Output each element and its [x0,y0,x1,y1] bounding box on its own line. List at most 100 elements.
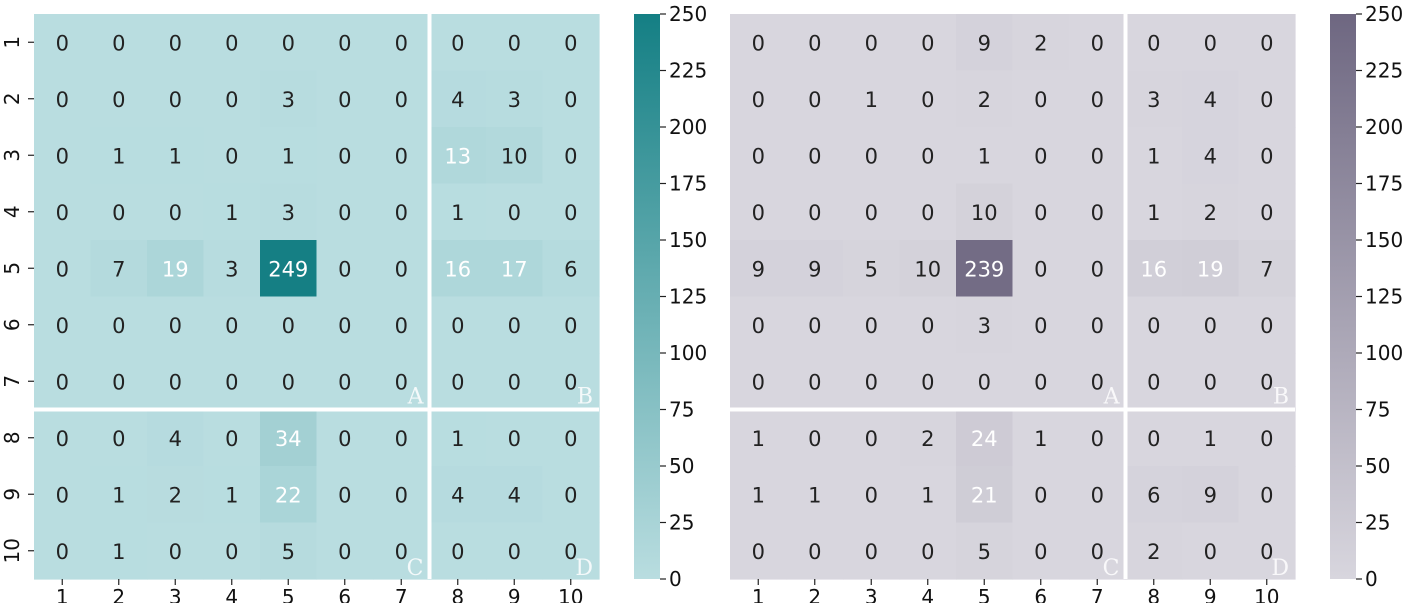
cell-value-label: 1 [752,483,765,507]
cell-value-label: 0 [56,257,69,281]
cell-value-label: 0 [1091,370,1104,394]
cell-value-label: 1 [1034,427,1047,451]
cell-value-label: 0 [451,540,464,564]
heatmap-cell [90,296,148,354]
heatmap-cell [899,296,957,354]
heatmap-cell [843,14,901,72]
cell-value-label: 0 [1147,427,1160,451]
y-tick-label: 5 [0,262,24,275]
cell-value-label: 0 [112,201,125,225]
quadrant-label-b: B [1273,385,1289,410]
heatmap-cell [1069,409,1127,467]
cell-value-label: 5 [978,540,991,564]
colorbar-tick-label: 75 [669,398,694,422]
colorbar-tick-label: 250 [1365,2,1403,26]
colorbar-tick-label: 125 [669,285,707,309]
cell-value-label: 0 [1260,427,1273,451]
cell-value-label: 0 [395,201,408,225]
heatmap-cell [843,70,901,128]
colorbar-tick-label: 225 [1365,59,1403,83]
cell-value-label: 22 [275,483,302,507]
cell-value-label: 0 [865,483,878,507]
cell-value-label: 2 [1204,201,1217,225]
heatmap-cell [1182,353,1240,411]
cell-value-label: 0 [338,370,351,394]
cell-value-label: 0 [808,144,821,168]
cell-value-label: 0 [56,314,69,338]
cell-value-label: 0 [1260,88,1273,112]
x-tick-label: 6 [1034,585,1047,603]
heatmap-cell [1069,240,1127,298]
cell-value-label: 0 [169,540,182,564]
x-tick-label: 5 [282,585,295,603]
x-tick-label: 8 [1147,585,1160,603]
cell-value-label: 0 [865,144,878,168]
x-tick-label: 10 [1254,585,1279,603]
cell-value-label: 0 [338,483,351,507]
colorbar-tick-label: 200 [1365,115,1403,139]
cell-value-label: 1 [1147,144,1160,168]
cell-value-label: 0 [808,370,821,394]
heatmap-cell [429,296,487,354]
heatmap-cell [899,14,957,72]
cell-value-label: 0 [1204,540,1217,564]
cell-value-label: 0 [1204,31,1217,55]
heatmap-cell [843,466,901,524]
colorbar-tick-label: 50 [1365,454,1390,478]
cell-value-label: 6 [564,257,577,281]
cell-value-label: 0 [395,88,408,112]
cell-value-label: 0 [338,201,351,225]
cell-value-label: 1 [225,483,238,507]
heatmap-cell [34,70,92,128]
x-tick-label: 3 [169,585,182,603]
heatmap-cell [730,296,788,354]
heatmap-cell [486,353,544,411]
cell-value-label: 0 [1147,370,1160,394]
cell-value-label: 10 [971,201,998,225]
heatmap-cell [843,296,901,354]
quadrant-label-d: D [1271,556,1289,581]
cell-value-label: 0 [1091,31,1104,55]
quadrant-label-c: C [1103,556,1120,581]
cell-value-label: 0 [112,31,125,55]
cell-value-label: 0 [225,314,238,338]
cell-value-label: 1 [921,483,934,507]
cell-value-label: 0 [56,31,69,55]
heatmap-cell [1238,70,1296,128]
x-tick-label: 3 [865,585,878,603]
heatmap-cell [1238,127,1296,185]
heatmap-cell [147,14,205,72]
colorbar-tick-label: 100 [1365,341,1403,365]
heatmap-panel-1: 0 0 0 0 0 0 0 0 0 00 0 0 0 3 0 0 4 3 00 1 1 0 1 0 0 13 10 00 0 0 1 3 0 0 1… [0,2,707,603]
y-tick-label: 2 [0,92,24,105]
heatmap-cell [1125,409,1183,467]
cell-value-label: 1 [112,540,125,564]
heatmap-cell [1012,296,1070,354]
cell-value-label: 0 [508,427,521,451]
x-tick-label: 8 [451,585,464,603]
heatmap-cell [316,127,374,185]
cell-value-label: 0 [395,314,408,338]
x-tick-label: 1 [56,585,69,603]
cell-value-label: 0 [808,88,821,112]
cell-value-label: 0 [865,314,878,338]
heatmap-cell [1125,240,1183,298]
cell-value-label: 0 [865,31,878,55]
heatmap-cell [730,183,788,241]
heatmap-cell [486,522,544,580]
heatmap-cell [316,409,374,467]
cell-value-label: 0 [921,540,934,564]
heatmap-cell [429,14,487,72]
heatmap-cell [730,240,788,298]
cell-value-label: 0 [395,483,408,507]
cell-value-label: 4 [169,427,182,451]
heatmap-cell [843,522,901,580]
cell-value-label: 0 [865,201,878,225]
cell-value-label: 0 [564,314,577,338]
cell-value-label: 0 [282,314,295,338]
heatmap-cell [203,466,261,524]
heatmap-cell [147,353,205,411]
cell-value-label: 0 [921,31,934,55]
cell-value-label: 0 [1034,88,1047,112]
heatmap-cell [316,70,374,128]
